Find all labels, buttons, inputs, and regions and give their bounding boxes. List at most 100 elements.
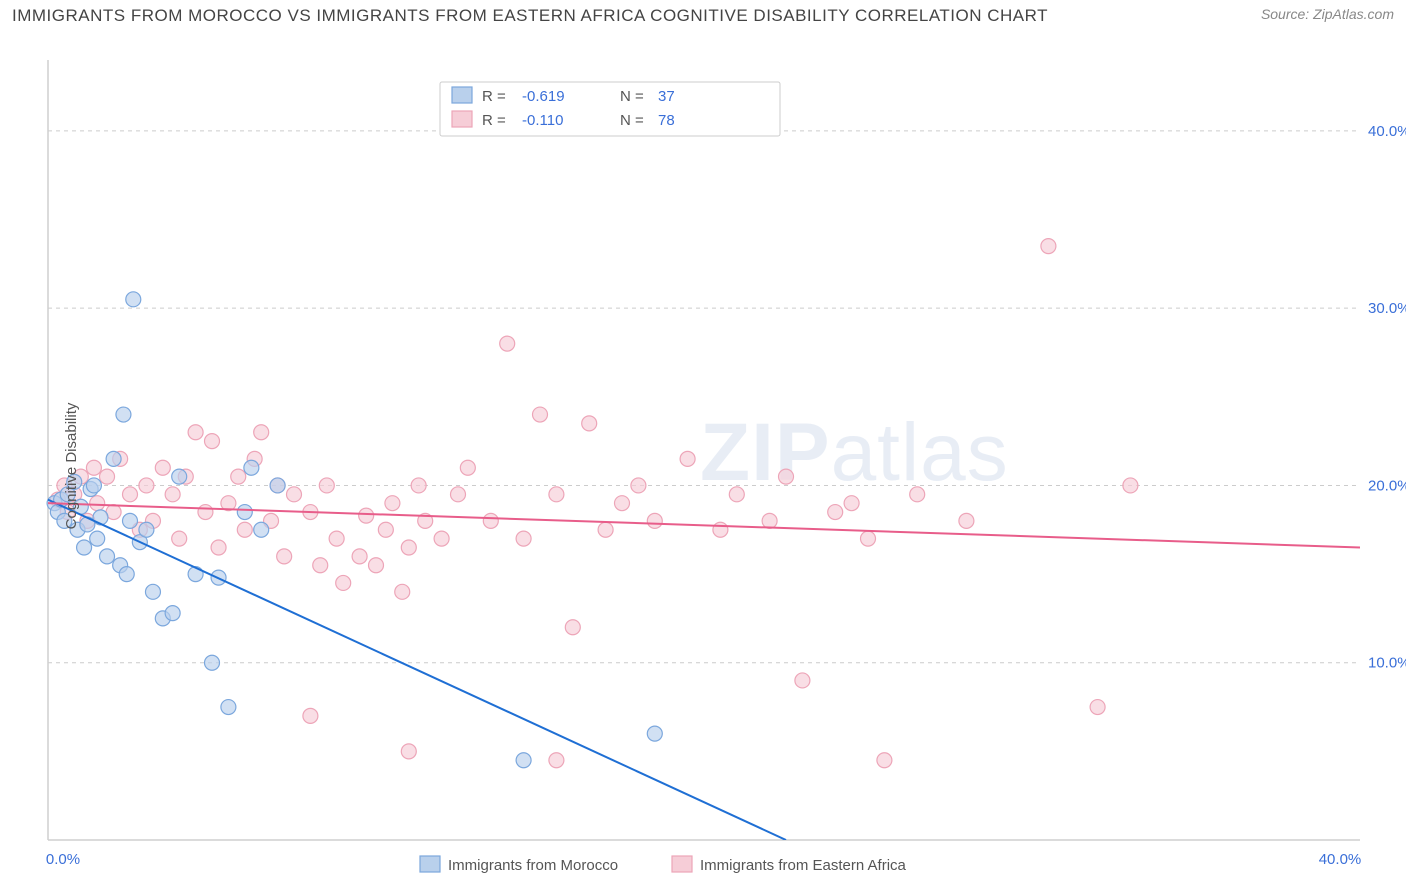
data-point xyxy=(126,292,141,307)
data-point xyxy=(582,416,597,431)
data-point xyxy=(319,478,334,493)
data-point xyxy=(460,460,475,475)
data-point xyxy=(795,673,810,688)
data-point xyxy=(106,451,121,466)
data-point xyxy=(254,522,269,537)
data-point xyxy=(910,487,925,502)
data-point xyxy=(86,460,101,475)
legend-n-label: N = xyxy=(620,112,644,129)
data-point xyxy=(549,753,564,768)
data-point xyxy=(647,513,662,528)
data-point xyxy=(231,469,246,484)
data-point xyxy=(647,726,662,741)
data-point xyxy=(270,478,285,493)
legend-n-value: 37 xyxy=(658,88,675,105)
trend-line xyxy=(48,500,786,840)
data-point xyxy=(100,469,115,484)
data-point xyxy=(336,575,351,590)
data-point xyxy=(172,531,187,546)
legend-n-label: N = xyxy=(620,88,644,105)
legend-series-label: Immigrants from Morocco xyxy=(448,857,618,874)
x-tick-label: 0.0% xyxy=(46,851,80,868)
scatter-chart: 10.0% 20.0% 30.0% 40.0% 0.0% 40.0% ZIPatlas R =… xyxy=(0,40,1406,892)
data-point xyxy=(598,522,613,537)
legend-r-label: R = xyxy=(482,88,506,105)
data-point xyxy=(500,336,515,351)
data-point xyxy=(205,655,220,670)
data-point xyxy=(549,487,564,502)
data-point xyxy=(123,513,138,528)
data-point xyxy=(1090,700,1105,715)
legend-swatch xyxy=(452,87,472,103)
data-point xyxy=(329,531,344,546)
data-point xyxy=(139,522,154,537)
data-point xyxy=(237,505,252,520)
data-point xyxy=(615,496,630,511)
data-point xyxy=(221,700,236,715)
data-point xyxy=(188,425,203,440)
data-point xyxy=(844,496,859,511)
y-tick-label: 10.0% xyxy=(1368,655,1406,672)
data-point xyxy=(313,558,328,573)
y-tick-label: 30.0% xyxy=(1368,300,1406,317)
data-point xyxy=(139,478,154,493)
data-point xyxy=(254,425,269,440)
series-legend: Immigrants from Morocco Immigrants from E… xyxy=(420,856,907,874)
data-point xyxy=(395,584,410,599)
data-point xyxy=(434,531,449,546)
data-point xyxy=(237,522,252,537)
data-point xyxy=(385,496,400,511)
data-point xyxy=(244,460,259,475)
data-point xyxy=(90,531,105,546)
data-point xyxy=(116,407,131,422)
data-point xyxy=(123,487,138,502)
data-point xyxy=(172,469,187,484)
data-point xyxy=(729,487,744,502)
legend-swatch xyxy=(672,856,692,872)
data-point xyxy=(680,451,695,466)
data-point xyxy=(188,567,203,582)
watermark: ZIPatlas xyxy=(700,407,1009,498)
data-point xyxy=(1123,478,1138,493)
legend-swatch xyxy=(420,856,440,872)
legend-swatch xyxy=(452,111,472,127)
data-point xyxy=(303,708,318,723)
y-tick-label: 20.0% xyxy=(1368,477,1406,494)
legend-series-label: Immigrants from Eastern Africa xyxy=(700,857,907,874)
data-point xyxy=(378,522,393,537)
y-axis-label: Cognitive Disability xyxy=(63,403,80,530)
legend-r-value: -0.619 xyxy=(522,88,565,105)
data-point xyxy=(631,478,646,493)
x-tick-label: 40.0% xyxy=(1319,851,1362,868)
data-point xyxy=(779,469,794,484)
legend-r-value: -0.110 xyxy=(522,112,563,129)
data-point xyxy=(451,487,466,502)
data-point xyxy=(198,505,213,520)
data-point xyxy=(155,460,170,475)
data-point xyxy=(401,540,416,555)
data-point xyxy=(828,505,843,520)
data-point xyxy=(533,407,548,422)
data-point xyxy=(205,434,220,449)
data-point xyxy=(100,549,115,564)
data-point xyxy=(516,753,531,768)
data-point xyxy=(369,558,384,573)
source-label: Source: ZipAtlas.com xyxy=(1261,6,1394,22)
data-point xyxy=(93,510,108,525)
data-point xyxy=(762,513,777,528)
legend-r-label: R = xyxy=(482,112,506,129)
data-point xyxy=(359,508,374,523)
y-tick-label: 40.0% xyxy=(1368,123,1406,140)
data-point xyxy=(516,531,531,546)
data-point xyxy=(287,487,302,502)
data-point xyxy=(713,522,728,537)
data-point xyxy=(861,531,876,546)
data-point xyxy=(211,540,226,555)
data-point xyxy=(565,620,580,635)
data-point xyxy=(145,584,160,599)
data-point xyxy=(1041,239,1056,254)
data-point xyxy=(119,567,134,582)
data-point xyxy=(411,478,426,493)
data-point xyxy=(483,513,498,528)
chart-title: IMMIGRANTS FROM MOROCCO VS IMMIGRANTS FR… xyxy=(12,6,1048,26)
